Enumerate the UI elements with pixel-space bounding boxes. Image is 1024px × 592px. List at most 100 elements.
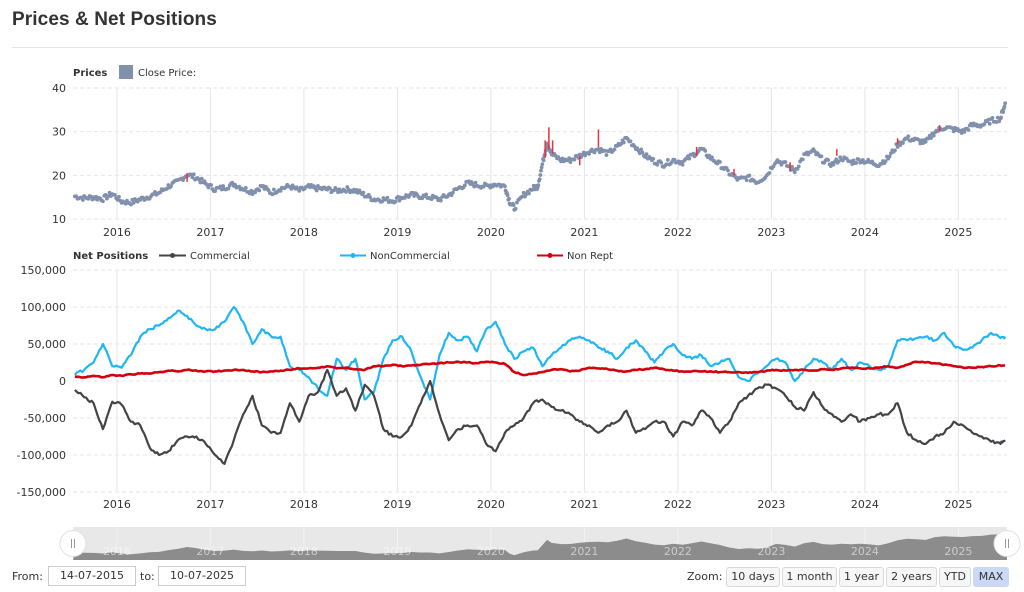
- price-point: [860, 158, 865, 162]
- price-point: [169, 184, 173, 189]
- price-point: [644, 152, 649, 157]
- price-point: [856, 157, 861, 162]
- price-point: [767, 171, 772, 175]
- price-point: [257, 188, 262, 193]
- zoom-10-days-button[interactable]: 10 days: [726, 567, 780, 587]
- price-y-tick-label: 10: [52, 213, 66, 226]
- close-price-legend-label[interactable]: Close Price:: [138, 68, 196, 79]
- net-x-axis: 2016 2017 2018 2019 2020 2021 2022 2023 2024 2025: [103, 498, 972, 511]
- price-point: [368, 195, 372, 200]
- noncommercial-legend-marker: [350, 253, 356, 258]
- navigator-left-handle[interactable]: [59, 530, 87, 557]
- price-point: [198, 180, 203, 185]
- navigator-right-handle[interactable]: [993, 530, 1021, 557]
- price-point: [117, 194, 121, 199]
- nonrept-legend-marker: [547, 253, 553, 258]
- price-point: [271, 187, 276, 192]
- price-x-tick-label: 2016: [103, 226, 131, 239]
- price-point: [687, 156, 692, 161]
- navigator-labels: 2016 2017 2018 2019 2020 2021 2022 2023 2024 2025: [103, 545, 972, 558]
- price-point: [640, 150, 645, 155]
- price-point: [893, 148, 897, 153]
- zoom-label: Zoom:: [687, 570, 723, 583]
- nonrept-series-line: [74, 360, 1006, 379]
- price-point: [639, 147, 644, 152]
- navigator-left-handle-knob[interactable]: [59, 530, 87, 557]
- price-point: [710, 155, 714, 160]
- price-point: [962, 129, 967, 134]
- price-point: [783, 160, 788, 164]
- title-divider: [12, 47, 1008, 48]
- price-point: [538, 173, 543, 177]
- price-point: [826, 158, 831, 162]
- price-point: [473, 180, 478, 185]
- price-point: [539, 165, 544, 170]
- legend-item-commercial[interactable]: Commercial: [159, 251, 250, 262]
- price-point: [987, 121, 992, 126]
- zoom-1-month-button[interactable]: 1 month: [782, 567, 837, 587]
- price-point: [1003, 101, 1008, 106]
- range-selector: From: 14-07-2015 to: 10-07-2025 Zoom: 10…: [0, 566, 1024, 590]
- price-point: [237, 184, 242, 189]
- price-point: [507, 196, 511, 201]
- price-point: [929, 136, 933, 140]
- noncommercial-series-line: [74, 305, 1007, 401]
- price-point: [819, 154, 824, 159]
- from-date-input[interactable]: 14-07-2015: [48, 566, 136, 586]
- price-points: [72, 101, 1008, 212]
- price-point: [596, 146, 601, 151]
- price-point: [424, 192, 429, 197]
- price-x-tick-label: 2019: [383, 226, 411, 239]
- net-y-tick-label: 0: [59, 375, 66, 388]
- navigator[interactable]: 2016 2017 2018 2019 2020 2021 2022 2023 2024 2025: [59, 527, 1021, 560]
- legend-item-nonrept[interactable]: Non Rept: [537, 251, 613, 262]
- legend-item-noncommercial[interactable]: NonCommercial: [340, 251, 450, 262]
- net-x-tick-label: 2024: [851, 498, 879, 511]
- price-point: [990, 116, 995, 120]
- price-point: [243, 186, 248, 190]
- price-point: [438, 198, 443, 203]
- zoom-ytd-button[interactable]: YTD: [939, 567, 971, 587]
- price-x-tick-label: 2020: [477, 226, 505, 239]
- net-lines: [74, 305, 1007, 465]
- price-point: [655, 162, 660, 167]
- to-date-input[interactable]: 10-07-2025: [158, 566, 246, 586]
- price-point: [539, 168, 543, 173]
- price-point: [680, 162, 685, 167]
- price-point: [297, 188, 302, 193]
- noncommercial-legend-label: NonCommercial: [370, 251, 450, 262]
- price-point: [278, 188, 283, 193]
- net-positions-legend-title: Net Positions: [73, 251, 148, 262]
- price-point: [380, 199, 384, 204]
- navigator-area: [73, 530, 1007, 560]
- zoom-1-year-button[interactable]: 1 year: [839, 567, 884, 587]
- price-point: [831, 162, 836, 167]
- price-point: [536, 183, 541, 188]
- price-point: [213, 189, 218, 194]
- price-x-axis: 2016 2017 2018 2019 2020 2021 2022 2023 2024 2025: [103, 226, 972, 239]
- navigator-year-label: 2022: [664, 545, 692, 558]
- net-y-axis: 150,000 100,000 50,000 0 -50,000 -100,000 -150…: [17, 264, 66, 499]
- navigator-year-label: 2019: [383, 545, 411, 558]
- price-point: [361, 190, 366, 195]
- price-point: [651, 156, 656, 161]
- price-point: [450, 190, 455, 195]
- navigator-right-handle-knob[interactable]: [993, 530, 1021, 557]
- price-point: [481, 184, 486, 189]
- price-y-tick-label: 40: [52, 82, 66, 95]
- zoom-2-years-button[interactable]: 2 years: [886, 567, 937, 587]
- navigator-year-label: 2024: [851, 545, 879, 558]
- price-point: [726, 168, 730, 173]
- price-x-tick-label: 2022: [664, 226, 692, 239]
- price-point: [393, 199, 398, 204]
- zoom-max-button[interactable]: MAX: [973, 567, 1009, 587]
- price-point: [80, 198, 85, 202]
- price-point: [982, 122, 987, 126]
- from-label: From:: [12, 570, 43, 583]
- navigator-year-label: 2025: [944, 545, 972, 558]
- price-point: [621, 140, 626, 145]
- close-price-legend-swatch[interactable]: [119, 65, 133, 79]
- commercial-series-line: [74, 368, 1006, 465]
- price-point: [931, 133, 936, 138]
- price-point: [1002, 104, 1007, 109]
